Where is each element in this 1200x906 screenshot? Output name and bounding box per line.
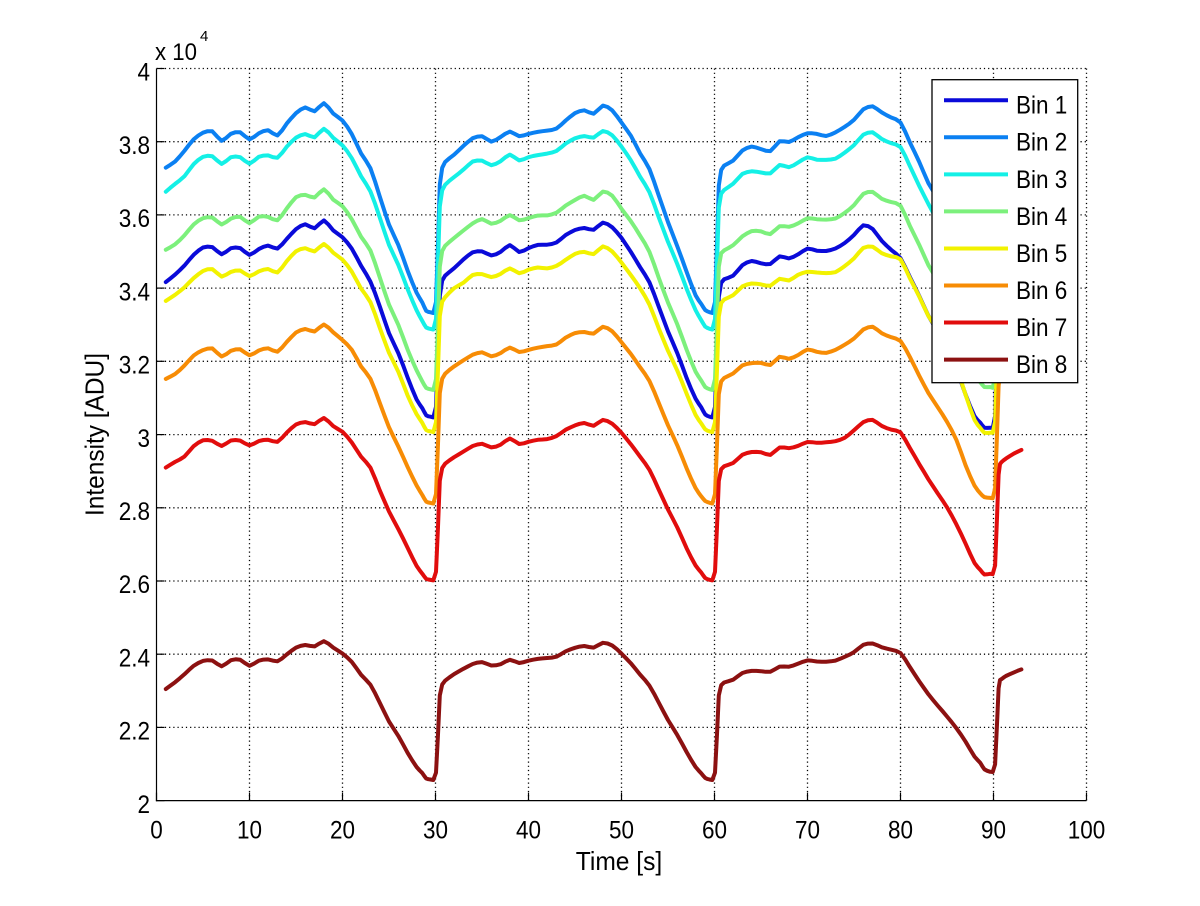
svg-text:30: 30 <box>423 817 448 845</box>
svg-text:100: 100 <box>1068 817 1106 845</box>
svg-text:0: 0 <box>150 817 163 845</box>
svg-text:Bin 2: Bin 2 <box>1016 129 1067 157</box>
svg-text:3: 3 <box>138 425 151 453</box>
svg-text:2: 2 <box>138 791 151 819</box>
svg-text:Bin 8: Bin 8 <box>1016 351 1067 379</box>
svg-text:Bin 7: Bin 7 <box>1016 314 1067 342</box>
svg-text:60: 60 <box>702 817 727 845</box>
svg-text:Bin 6: Bin 6 <box>1016 277 1067 305</box>
svg-text:4: 4 <box>138 59 151 87</box>
svg-text:Bin 4: Bin 4 <box>1016 203 1067 231</box>
svg-text:3.8: 3.8 <box>119 132 150 160</box>
svg-text:2.2: 2.2 <box>119 718 150 746</box>
svg-text:Bin 1: Bin 1 <box>1016 92 1067 120</box>
svg-text:80: 80 <box>888 817 913 845</box>
svg-text:3.4: 3.4 <box>119 278 150 306</box>
svg-text:3.2: 3.2 <box>119 352 150 380</box>
svg-text:Bin 5: Bin 5 <box>1016 240 1067 268</box>
svg-text:x 10: x 10 <box>155 39 197 66</box>
svg-text:70: 70 <box>795 817 820 845</box>
svg-text:2.6: 2.6 <box>119 571 150 599</box>
svg-text:Time [s]: Time [s] <box>576 846 663 876</box>
svg-text:2.4: 2.4 <box>119 644 150 672</box>
svg-text:2.8: 2.8 <box>119 498 150 526</box>
svg-text:Intensity [ADU]: Intensity [ADU] <box>80 353 110 516</box>
svg-text:40: 40 <box>516 817 541 845</box>
svg-text:50: 50 <box>609 817 634 845</box>
svg-text:4: 4 <box>200 28 208 45</box>
svg-text:Bin 3: Bin 3 <box>1016 166 1067 194</box>
svg-text:90: 90 <box>981 817 1006 845</box>
svg-text:3.6: 3.6 <box>119 205 150 233</box>
svg-text:20: 20 <box>330 817 355 845</box>
svg-text:10: 10 <box>237 817 262 845</box>
